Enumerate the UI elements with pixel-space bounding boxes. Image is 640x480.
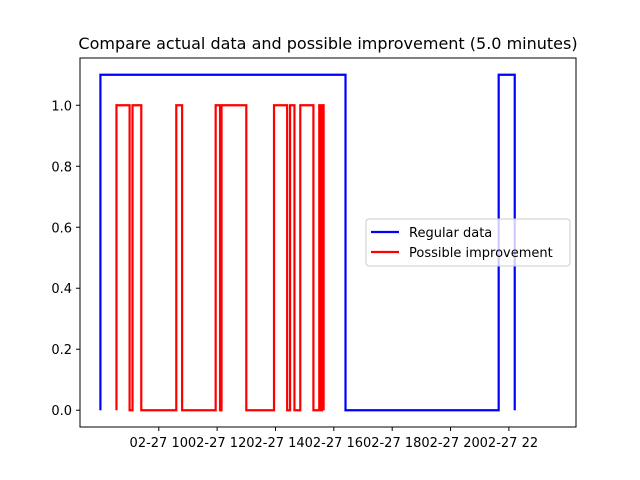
y-axis: 0.0 0.2 0.4 0.6 0.8 1.0 [51, 99, 80, 419]
legend: Regular data Possible improvement [365, 218, 571, 267]
x-tick-label: 02-27 10 [130, 436, 188, 451]
legend-box [365, 218, 571, 267]
x-axis: 02-27 10 02-27 12 02-27 14 02-27 16 02-27 18… [130, 427, 538, 451]
series-line-1 [115, 104, 325, 412]
x-tick-label: 02-27 12 [188, 436, 246, 451]
legend-label-0: Regular data [409, 226, 492, 241]
x-tick-label: 02-27 16 [305, 436, 363, 451]
series-line-0 [99, 73, 516, 412]
y-tick-label: 0.2 [51, 343, 72, 358]
y-tick-label: 0.0 [51, 404, 72, 419]
axes-frame [79, 57, 577, 428]
y-tick-label: 0.6 [51, 221, 72, 236]
axes-frame-border [79, 57, 577, 428]
x-tick-label: 02-27 14 [246, 436, 304, 451]
y-tick-label: 0.4 [51, 282, 72, 297]
x-tick-label: 02-27 22 [480, 436, 538, 451]
x-tick-label: 02-27 20 [421, 436, 479, 451]
x-tick-label: 02-27 18 [363, 436, 421, 451]
y-tick-label: 1.0 [51, 99, 72, 114]
legend-label-1: Possible improvement [409, 246, 553, 261]
series-layer [99, 73, 516, 412]
chart-title: Compare actual data and possible improve… [78, 34, 577, 53]
y-tick-label: 0.8 [51, 160, 72, 175]
